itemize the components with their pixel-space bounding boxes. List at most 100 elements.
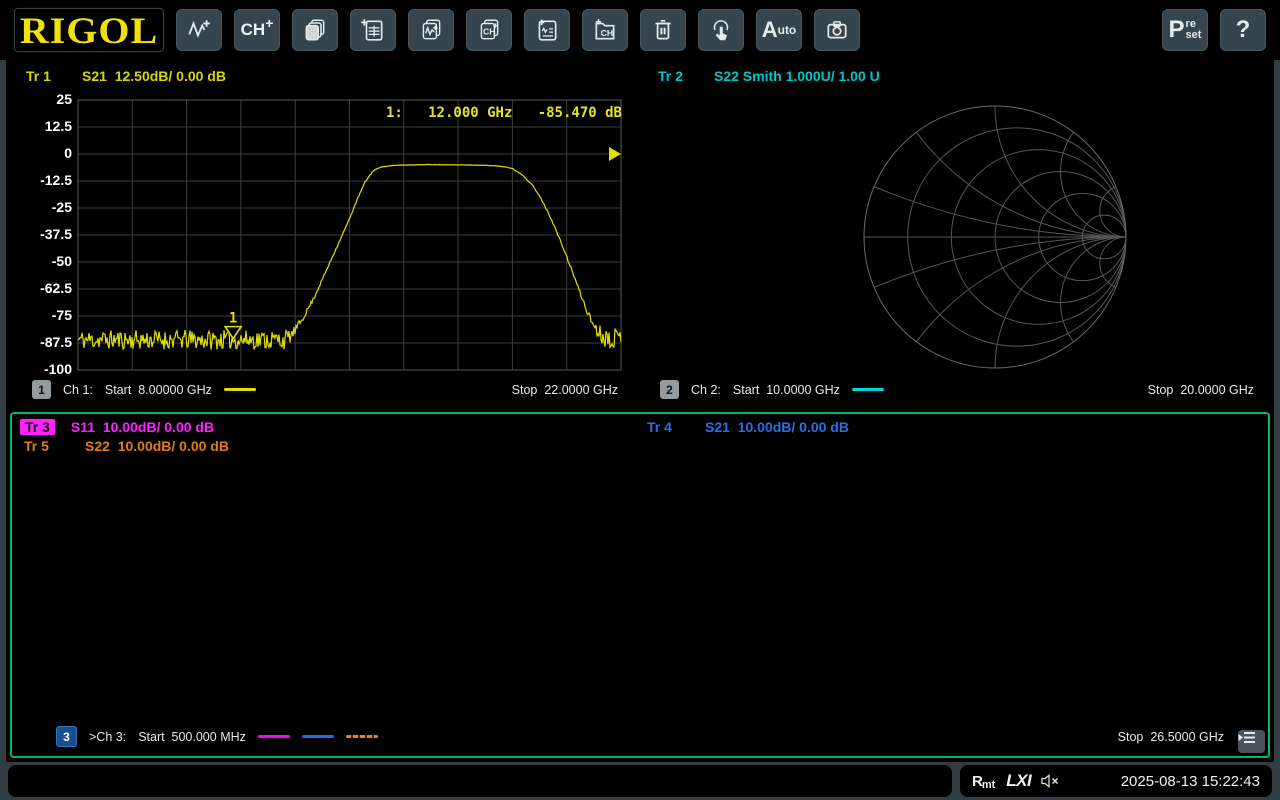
trace4-header[interactable]: Tr 4 S21 10.00dB/ 0.00 dB xyxy=(647,419,849,435)
vna-screen: RIGOL CH+ xyxy=(0,0,1280,800)
channel2-stop[interactable]: Stop 20.0000 GHz xyxy=(1148,383,1254,397)
smith-grid xyxy=(640,62,1274,408)
channel1-info-row: 1 Ch 1: Start 8.00000 GHz Stop 22.0000 G… xyxy=(8,380,632,399)
trash-icon xyxy=(649,17,677,43)
help-icon: ? xyxy=(1236,16,1251,44)
trace4-tag: Tr 4 xyxy=(647,419,689,435)
preset-label-set: set xyxy=(1186,30,1202,41)
channel3-badge[interactable]: 3 xyxy=(56,726,77,747)
delete-button[interactable] xyxy=(640,9,686,51)
channel-window-add-button[interactable]: CH xyxy=(466,9,512,51)
help-button[interactable]: ? xyxy=(1220,9,1266,51)
channel2-badge[interactable]: 2 xyxy=(660,380,679,399)
trace5-color-swatch xyxy=(346,735,378,738)
auto-label-uto: uto xyxy=(778,23,797,37)
y-axis-tick-label: -37.5 xyxy=(10,226,72,242)
touch-toggle-button[interactable] xyxy=(698,9,744,51)
speaker-muted-icon[interactable] xyxy=(1041,774,1059,788)
touch-icon xyxy=(707,17,735,43)
y-axis-tick-label: -12.5 xyxy=(10,172,72,188)
report-table-icon xyxy=(359,17,387,43)
y-axis-tick-label: -50 xyxy=(10,253,72,269)
status-summary-bar xyxy=(8,765,952,797)
screenshot-button[interactable] xyxy=(814,9,860,51)
trace1-desc: S21 12.50dB/ 0.00 dB xyxy=(82,68,226,84)
trace2-color-swatch xyxy=(852,388,884,391)
multi-trace-plot xyxy=(12,414,1268,756)
trace-list-icon xyxy=(533,17,561,43)
smith-reactance-arc xyxy=(640,62,1274,237)
menu-collapse-button[interactable] xyxy=(1238,730,1265,753)
marker1-freq: 12.000 GHz xyxy=(428,105,512,121)
trace3-desc: S11 10.00dB/ 0.00 dB xyxy=(71,419,214,435)
channel1-window: 1 Tr 1 S21 12.50dB/ 0.00 dB 2512.50-12.5… xyxy=(8,62,632,410)
status-bar: Rmt LXI 2025-08-13 15:22:43 xyxy=(0,762,1280,800)
trace-add-button[interactable] xyxy=(176,9,222,51)
channel1-stop[interactable]: Stop 22.0000 GHz xyxy=(512,383,618,397)
trace3-color-swatch xyxy=(258,735,290,738)
auto-label-a: A xyxy=(762,17,778,43)
trace4-color-swatch xyxy=(302,735,334,738)
channel3-label: >Ch 3: xyxy=(89,730,126,744)
report-button[interactable] xyxy=(350,9,396,51)
channel3-start[interactable]: Start 500.000 MHz xyxy=(138,730,246,744)
trace5-tag: Tr 5 xyxy=(24,438,69,454)
y-axis-tick-label: -100 xyxy=(10,361,72,377)
y-axis-tick-label: -62.5 xyxy=(10,280,72,296)
marker1-readout: 1: 12.000 GHz -85.470 dB xyxy=(386,105,622,121)
trace1-tag: Tr 1 xyxy=(26,68,66,84)
remote-indicator[interactable]: Rmt xyxy=(972,773,996,790)
marker1-value: -85.470 dB xyxy=(538,105,622,121)
status-system-bar: Rmt LXI 2025-08-13 15:22:43 xyxy=(960,765,1272,797)
trace2-header[interactable]: Tr 2 S22 Smith 1.000U/ 1.00 U xyxy=(658,68,880,84)
trace5-header[interactable]: Tr 5 S22 10.00dB/ 0.00 dB xyxy=(24,438,229,454)
trace3-tag-active[interactable]: Tr 3 xyxy=(20,419,55,435)
reference-level-marker xyxy=(609,147,621,161)
y-axis-tick-label: 12.5 xyxy=(10,118,72,134)
y-axis-tick-label: -25 xyxy=(10,199,72,215)
channel-manager-button[interactable]: CH xyxy=(582,9,628,51)
channel-add-label: CH xyxy=(241,20,266,40)
channel2-window: Tr 2 S22 Smith 1.000U/ 1.00 U 2 Ch 2: St… xyxy=(640,62,1274,410)
toolbar: RIGOL CH+ xyxy=(0,0,1280,60)
trace5-desc: S22 10.00dB/ 0.00 dB xyxy=(85,438,229,454)
trace-manager-button[interactable] xyxy=(524,9,570,51)
marker1-id: 1: xyxy=(386,105,403,121)
window-layout-button[interactable] xyxy=(292,9,338,51)
auto-scale-button[interactable]: Auto xyxy=(756,9,802,51)
trace4-desc: S21 10.00dB/ 0.00 dB xyxy=(705,419,849,435)
marker-1-number: 1 xyxy=(229,311,237,327)
smith-chart xyxy=(640,62,1274,408)
y-axis-tick-label: -87.5 xyxy=(10,334,72,350)
channel1-start[interactable]: Start 8.00000 GHz xyxy=(105,383,212,397)
main-display: 1 Tr 1 S21 12.50dB/ 0.00 dB 2512.50-12.5… xyxy=(6,60,1274,762)
preset-label-col: re set xyxy=(1186,19,1202,41)
trace1-color-swatch xyxy=(224,388,256,391)
svg-text:CH: CH xyxy=(483,26,496,36)
smith-reactance-arc xyxy=(1061,106,1192,237)
channel-folder-icon: CH xyxy=(591,17,619,43)
channel1-label: Ch 1: xyxy=(63,383,93,397)
trace2-tag: Tr 2 xyxy=(658,68,698,84)
trace3-header[interactable]: Tr 3 S11 10.00dB/ 0.00 dB xyxy=(20,419,214,435)
trace-add-icon xyxy=(185,17,213,43)
channel1-badge[interactable]: 1 xyxy=(32,380,51,399)
channel3-stop[interactable]: Stop 26.5000 GHz xyxy=(1118,730,1224,744)
channel3-info-row: 3 >Ch 3: Start 500.000 MHz Stop 26.5000 … xyxy=(12,726,1268,747)
channel2-info-row: 2 Ch 2: Start 10.0000 GHz Stop 20.0000 G… xyxy=(640,380,1274,399)
channel-add-plus: + xyxy=(265,15,273,31)
lxi-indicator[interactable]: LXI xyxy=(1006,771,1031,791)
trace-window-add-button[interactable] xyxy=(408,9,454,51)
smith-reactance-arc xyxy=(1061,237,1192,368)
channel-window-add-icon: CH xyxy=(475,17,503,43)
y-axis-tick-label: 0 xyxy=(10,145,72,161)
y-axis-tick-label: -75 xyxy=(10,307,72,323)
camera-icon xyxy=(823,17,851,43)
trace1-header[interactable]: Tr 1 S21 12.50dB/ 0.00 dB xyxy=(26,68,226,84)
datetime-display: 2025-08-13 15:22:43 xyxy=(1121,773,1260,790)
preset-button[interactable]: P re set xyxy=(1162,9,1208,51)
svg-text:CH: CH xyxy=(601,28,614,38)
channel2-start[interactable]: Start 10.0000 GHz xyxy=(733,383,840,397)
channel2-label: Ch 2: xyxy=(691,383,721,397)
channel-add-button[interactable]: CH+ xyxy=(234,9,280,51)
